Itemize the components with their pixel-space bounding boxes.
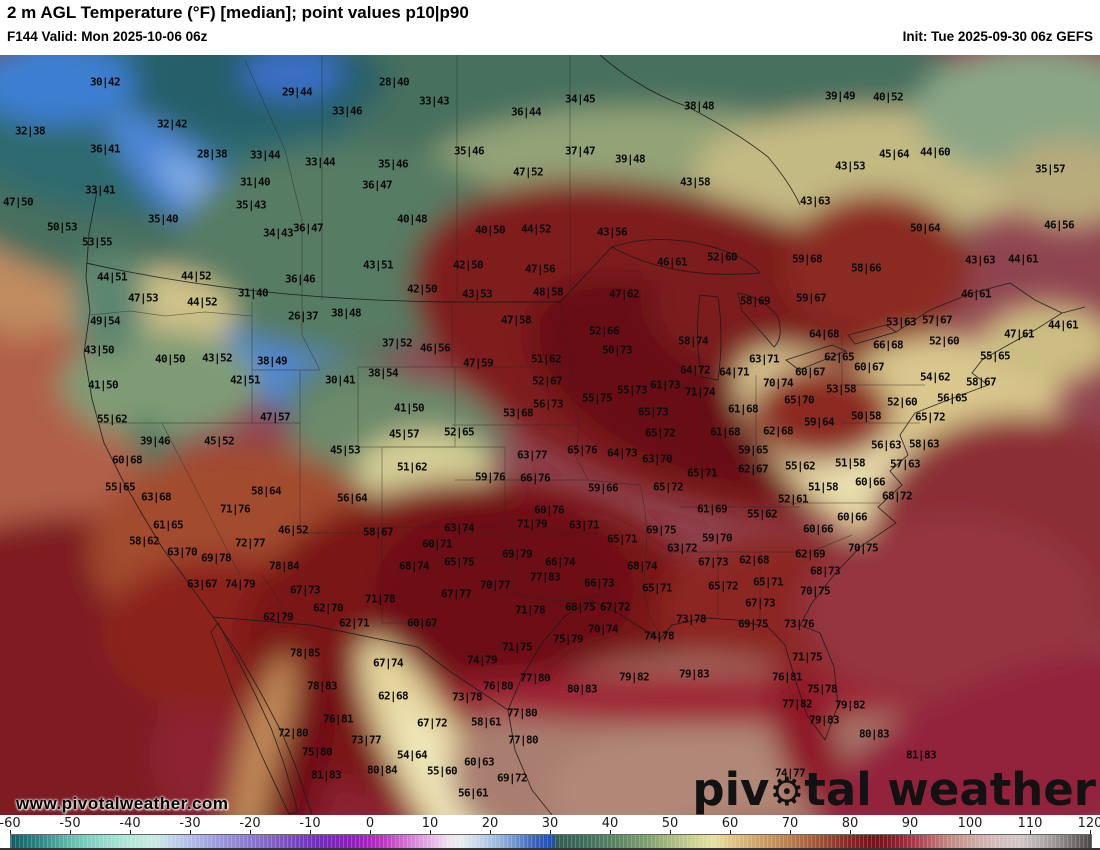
init-time: Init: Tue 2025-09-30 06z GEFS bbox=[902, 29, 1093, 44]
map-title: 2 m AGL Temperature (°F) [median]; point… bbox=[7, 3, 469, 22]
colorbar-tick-mark bbox=[970, 830, 971, 834]
colorbar-tick-label: 10 bbox=[421, 816, 439, 831]
pivotal-weather-logo: piv⚙tal weather bbox=[692, 763, 1096, 816]
colorbar-legend: -60 -50 -40 -30 -20 -10 0 10 20 30 40 50 60 70 80 90 100… bbox=[0, 815, 1100, 850]
colorbar-tick-mark bbox=[550, 830, 551, 834]
colorbar-tick-label: -60 bbox=[0, 816, 21, 831]
colorbar-tick-label: 20 bbox=[481, 816, 499, 831]
colorbar-tick-label: 60 bbox=[721, 816, 739, 831]
colorbar-tick-mark bbox=[730, 830, 731, 834]
colorbar-tick-label: 90 bbox=[901, 816, 919, 831]
coastlines bbox=[83, 55, 1086, 815]
colorbar-tick-label: 30 bbox=[541, 816, 559, 831]
colorbar-tick-label: 70 bbox=[781, 816, 799, 831]
colorbar-tick-mark bbox=[490, 830, 491, 834]
colorbar-tick-label: -10 bbox=[299, 816, 321, 831]
colorbar-tick-mark bbox=[130, 830, 131, 834]
colorbar-tick-mark bbox=[70, 830, 71, 834]
gear-icon: ⚙ bbox=[769, 770, 805, 815]
colorbar-tick-label: 100 bbox=[957, 816, 983, 831]
colorbar-tick-label: -50 bbox=[59, 816, 81, 831]
colorbar-tick-label: 80 bbox=[841, 816, 859, 831]
colorbar-tick-label: -20 bbox=[239, 816, 261, 831]
colorbar-tick-label: 50 bbox=[661, 816, 679, 831]
colorbar-tick-mark bbox=[910, 830, 911, 834]
colorbar-tick-label: 120 bbox=[1077, 816, 1100, 831]
colorbar-tick-mark bbox=[790, 830, 791, 834]
colorbar-tick-label: -40 bbox=[119, 816, 141, 831]
colorbar-tick-mark bbox=[1030, 830, 1031, 834]
colorbar-tick-mark bbox=[850, 830, 851, 834]
colorbar-tick-mark bbox=[610, 830, 611, 834]
colorbar-tick-mark bbox=[10, 830, 11, 834]
state-borders bbox=[89, 55, 925, 636]
map-canvas[interactable] bbox=[0, 55, 1100, 815]
colorbar-tick-mark bbox=[190, 830, 191, 834]
colorbar-tick-mark bbox=[250, 830, 251, 834]
temperature-field bbox=[0, 55, 1100, 815]
valid-time: F144 Valid: Mon 2025-10-06 06z bbox=[7, 29, 208, 44]
colorbar-tick-mark bbox=[670, 830, 671, 834]
bottom-edge bbox=[0, 848, 1100, 850]
colorbar-tick-label: -30 bbox=[179, 816, 201, 831]
colorbar-tick-label: 0 bbox=[365, 816, 375, 831]
colorbar-tick-mark bbox=[310, 830, 311, 834]
url-watermark: www.pivotalweather.com bbox=[16, 794, 229, 813]
colorbar-tick-label: 40 bbox=[601, 816, 619, 831]
colorbar-tick-mark bbox=[430, 830, 431, 834]
colorbar-tick-mark bbox=[1090, 830, 1091, 834]
colorbar-tick-label: 110 bbox=[1017, 816, 1043, 831]
title-bar: 2 m AGL Temperature (°F) [median]; point… bbox=[0, 0, 1100, 55]
colorbar-tick-mark bbox=[370, 830, 371, 834]
colorbar-gradient bbox=[10, 834, 1092, 849]
